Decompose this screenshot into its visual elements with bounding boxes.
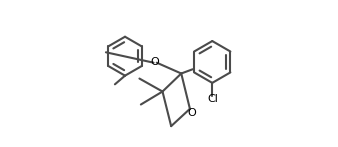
Text: O: O xyxy=(187,108,196,118)
Text: Cl: Cl xyxy=(208,95,218,105)
Text: O: O xyxy=(151,57,160,67)
